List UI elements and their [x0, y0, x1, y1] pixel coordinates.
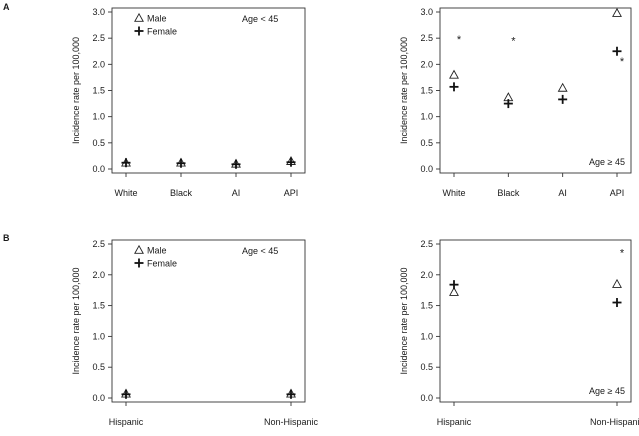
- female-point: [612, 46, 622, 56]
- x-tick-label: Non-Hispanic: [590, 417, 639, 427]
- y-tick-label: 2.0: [420, 270, 433, 280]
- female-point: [121, 389, 131, 399]
- significance-asterisk: *: [620, 56, 625, 68]
- legend-male-marker: [134, 12, 144, 22]
- y-tick-label: 2.5: [92, 33, 105, 43]
- x-tick-label: Black: [170, 188, 193, 198]
- x-tick-label: White: [114, 188, 137, 198]
- y-tick-label: 0.0: [92, 393, 105, 403]
- female-point: [449, 82, 459, 92]
- male-point: [449, 286, 459, 296]
- y-axis-label: Incidence rate per 100,000: [399, 267, 409, 374]
- x-tick-label: Hispanic: [109, 417, 144, 427]
- y-tick-label: 0.0: [92, 164, 105, 174]
- x-tick-label: Black: [497, 188, 520, 198]
- legend-label: Male: [147, 246, 167, 256]
- y-axis-label: Incidence rate per 100,000: [71, 37, 81, 144]
- plot-frame: [111, 7, 306, 174]
- plot-frame: [439, 7, 632, 174]
- male-point: [612, 7, 622, 17]
- chart-panel-4: 0.0 0.5 1.0 1.5 2.0 2.5 Incidence rate per 100…: [399, 239, 639, 427]
- female-point: [286, 389, 296, 399]
- y-axis-label: Incidence rate per 100,000: [399, 37, 409, 144]
- female-point: [449, 280, 459, 290]
- y-tick-label: 3.0: [420, 7, 433, 17]
- age-annotation: Age ≥ 45: [589, 157, 625, 167]
- y-tick-label: 2.0: [420, 59, 433, 69]
- y-tick-label: 0.0: [420, 393, 433, 403]
- significance-asterisk: *: [457, 34, 462, 46]
- chart-panel-2: 0.0 0.5 1.0 1.5 2.0 2.5 3.0 Incidence rate per …: [399, 7, 632, 198]
- legend-label: Female: [147, 259, 177, 269]
- y-tick-label: 1.5: [420, 301, 433, 311]
- y-tick-label: 0.0: [420, 164, 433, 174]
- y-tick-label: 0.5: [92, 138, 105, 148]
- legend-female-marker: [134, 26, 144, 36]
- x-tick-label: Non-Hispanic: [264, 417, 319, 427]
- x-tick-label: API: [284, 188, 299, 198]
- female-point: [558, 94, 568, 104]
- x-tick-label: AI: [558, 188, 567, 198]
- age-annotation: Age ≥ 45: [589, 386, 625, 396]
- x-tick-label: AI: [232, 188, 241, 198]
- female-point: [503, 99, 513, 109]
- x-tick-label: Hispanic: [437, 417, 472, 427]
- y-tick-label: 1.5: [92, 301, 105, 311]
- legend-female-marker: [134, 258, 144, 268]
- panel-label-b: B: [3, 233, 10, 243]
- y-tick-label: 2.0: [92, 270, 105, 280]
- y-tick-label: 1.0: [420, 331, 433, 341]
- y-tick-label: 1.5: [92, 86, 105, 96]
- male-point: [557, 82, 568, 92]
- female-point: [612, 298, 622, 308]
- x-tick-label: White: [442, 188, 465, 198]
- y-tick-label: 0.5: [420, 362, 433, 372]
- y-tick-label: 2.5: [420, 239, 433, 249]
- y-axis-label: Incidence rate per 100,000: [71, 267, 81, 374]
- chart-panel-3: 0.0 0.5 1.0 1.5 2.0 2.5 Incidence rate per 100…: [71, 239, 319, 427]
- significance-asterisk: *: [620, 247, 625, 259]
- significance-asterisk: *: [511, 36, 516, 48]
- plot-frame: [439, 239, 632, 403]
- male-point: [612, 278, 622, 288]
- y-tick-label: 2.5: [92, 239, 105, 249]
- legend-male-marker: [134, 244, 144, 254]
- y-tick-label: 1.0: [420, 112, 433, 122]
- female-point: [176, 158, 186, 168]
- panel-label-a: A: [3, 2, 10, 12]
- male-point: [449, 69, 459, 79]
- y-tick-label: 1.5: [420, 86, 433, 96]
- y-tick-label: 2.0: [92, 59, 105, 69]
- legend-label: Female: [147, 27, 177, 37]
- legend-label: Male: [147, 14, 167, 24]
- female-point: [121, 158, 131, 168]
- female-point: [231, 159, 241, 169]
- age-annotation: Age < 45: [242, 246, 278, 256]
- y-tick-label: 3.0: [92, 7, 105, 17]
- y-tick-label: 1.0: [92, 112, 105, 122]
- y-tick-label: 0.5: [420, 138, 433, 148]
- chart-panel-1: 0.0 0.5 1.0 1.5 2.0 2.5 3.0 Incidence rate per …: [71, 7, 306, 198]
- y-tick-label: 2.5: [420, 33, 433, 43]
- x-tick-label: API: [610, 188, 625, 198]
- plot-frame: [111, 239, 306, 403]
- y-tick-label: 0.5: [92, 362, 105, 372]
- age-annotation: Age < 45: [242, 14, 278, 24]
- y-tick-label: 1.0: [92, 331, 105, 341]
- female-point: [286, 157, 296, 167]
